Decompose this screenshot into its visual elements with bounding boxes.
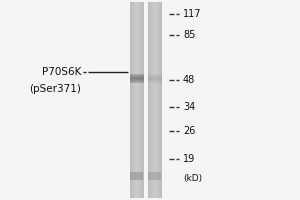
Text: 48: 48: [183, 75, 195, 85]
Text: (pSer371): (pSer371): [29, 84, 81, 94]
Text: 85: 85: [183, 30, 195, 40]
Text: 117: 117: [183, 9, 202, 19]
Bar: [130, 2, 143, 198]
Bar: [130, 172, 143, 180]
Text: 26: 26: [183, 126, 195, 136]
Text: 19: 19: [183, 154, 195, 164]
Bar: [148, 2, 161, 198]
Text: P70S6K: P70S6K: [42, 67, 81, 77]
Text: 34: 34: [183, 102, 195, 112]
Bar: [148, 172, 161, 180]
Text: (kD): (kD): [183, 174, 202, 184]
